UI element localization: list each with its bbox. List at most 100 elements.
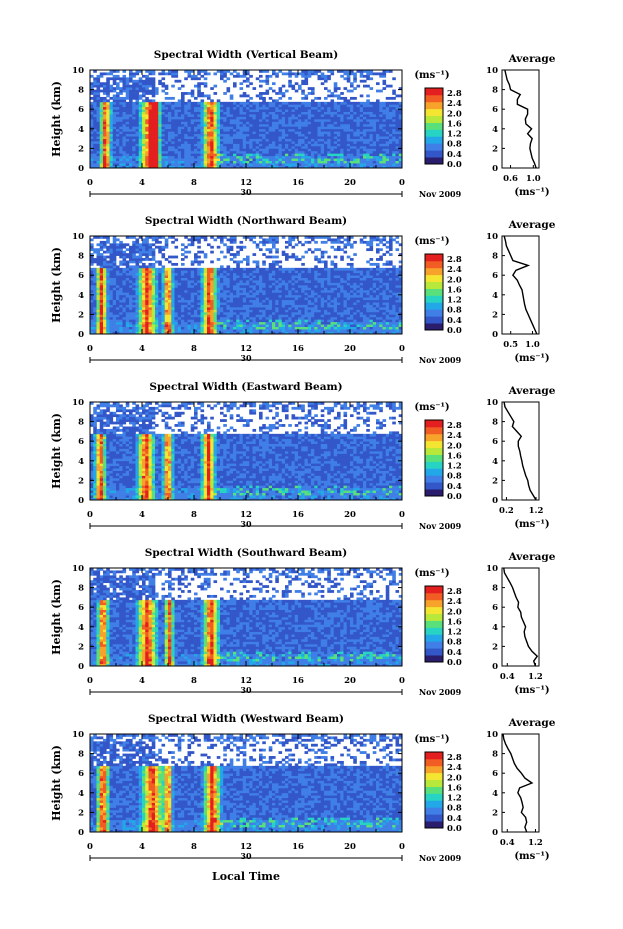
heatmap-cell	[337, 165, 341, 169]
heatmap-cell	[184, 155, 188, 159]
heatmap-cell	[125, 138, 130, 142]
heatmap-cell	[307, 145, 312, 149]
heatmap-cell	[142, 326, 146, 330]
heatmap-cell	[275, 160, 279, 164]
heatmap-cell	[99, 321, 104, 325]
heatmap-cell	[317, 101, 322, 105]
heatmap-cell	[213, 319, 218, 323]
heatmap-cell	[177, 150, 182, 154]
heatmap-cell	[99, 255, 104, 259]
heatmap-cell	[203, 121, 208, 125]
heatmap-cell	[272, 116, 276, 120]
heatmap-cell	[158, 236, 162, 239]
heatmap-cell	[298, 145, 302, 149]
heatmap-cell	[210, 321, 214, 325]
heatmap-cell	[174, 245, 179, 249]
heatmap-cell	[197, 153, 201, 157]
heatmap-cell	[366, 70, 370, 73]
heatmap-cell	[242, 289, 247, 293]
heatmap-cell	[145, 285, 149, 288]
heatmap-cell	[216, 101, 221, 105]
heatmap-cell	[304, 96, 309, 100]
heatmap-cell	[161, 116, 166, 120]
heatmap-cell	[220, 143, 224, 147]
heatmap-cell	[148, 250, 153, 254]
heatmap-cell	[213, 275, 218, 278]
heatmap-cell	[398, 143, 403, 147]
heatmap-cell	[350, 119, 354, 122]
heatmap-cell	[155, 238, 159, 242]
heatmap-cell	[135, 153, 140, 157]
heatmap-cell	[229, 111, 234, 115]
heatmap-cell	[203, 329, 208, 332]
heatmap-cell	[226, 250, 231, 254]
heatmap-cell	[103, 272, 107, 276]
heatmap-cell	[109, 260, 114, 264]
heatmap-cell	[142, 136, 146, 139]
heatmap-cell	[207, 326, 211, 330]
heatmap-cell	[197, 297, 201, 301]
heatmap-cell	[184, 255, 188, 259]
heatmap-cell	[158, 72, 162, 76]
heatmap-cell	[255, 121, 260, 125]
heatmap-cell	[187, 331, 192, 335]
heatmap-cell	[184, 141, 188, 144]
heatmap-cell	[129, 255, 133, 259]
heatmap-cell	[210, 136, 214, 139]
heatmap-cell	[93, 106, 97, 110]
heatmap-cell	[259, 121, 263, 125]
heatmap-cell	[96, 294, 101, 298]
heatmap-cell	[99, 307, 104, 310]
heatmap-cell	[395, 163, 400, 166]
heatmap-cell	[194, 329, 198, 332]
heatmap-cell	[285, 165, 289, 169]
heatmap-cell	[119, 309, 123, 313]
heatmap-cell	[226, 302, 231, 305]
heatmap-cell	[363, 141, 367, 144]
heatmap-cell	[239, 116, 244, 120]
heatmap-cell	[356, 158, 361, 161]
heatmap-cell	[350, 109, 354, 112]
heatmap-cell	[385, 163, 390, 166]
heatmap-cell	[151, 116, 156, 120]
heatmap-cell	[291, 84, 296, 88]
heatmap-cell	[327, 104, 331, 108]
heatmap-cell	[395, 121, 400, 125]
heatmap-cell	[281, 165, 286, 169]
heatmap-cell	[262, 155, 266, 159]
heatmap-cell	[96, 297, 101, 301]
heatmap-cell	[142, 82, 146, 86]
heatmap-cell	[174, 302, 179, 305]
heatmap-cell	[307, 119, 312, 122]
heatmap-cell	[255, 106, 260, 110]
heatmap-cell	[249, 119, 253, 122]
heatmap-cell	[125, 126, 130, 130]
heatmap-cell	[337, 116, 341, 120]
heatmap-cell	[213, 153, 218, 157]
heatmap-cell	[207, 287, 211, 291]
heatmap-cell	[376, 123, 380, 127]
heatmap-cell	[122, 270, 127, 274]
heatmap-cell	[129, 245, 133, 249]
heatmap-cell	[184, 160, 188, 164]
heatmap-cell	[197, 329, 201, 332]
heatmap-cell	[207, 277, 211, 281]
heatmap-cell	[119, 307, 123, 310]
heatmap-cell	[135, 70, 140, 73]
heatmap-cell	[135, 297, 140, 301]
heatmap-cell	[259, 307, 263, 310]
heatmap-cell	[385, 70, 390, 73]
heatmap-cell	[324, 96, 328, 100]
heatmap-cell	[262, 307, 266, 310]
heatmap-cell	[90, 104, 94, 108]
heatmap-cell	[106, 111, 110, 115]
heatmap-cell	[148, 311, 153, 315]
heatmap-cell	[177, 314, 182, 318]
heatmap-cell	[229, 282, 234, 286]
heatmap-cell	[379, 155, 383, 159]
heatmap-cell	[106, 248, 110, 252]
heatmap-cell	[220, 123, 224, 127]
heatmap-cell	[366, 150, 370, 154]
heatmap-cell	[262, 319, 266, 323]
heatmap-cell	[203, 302, 208, 305]
